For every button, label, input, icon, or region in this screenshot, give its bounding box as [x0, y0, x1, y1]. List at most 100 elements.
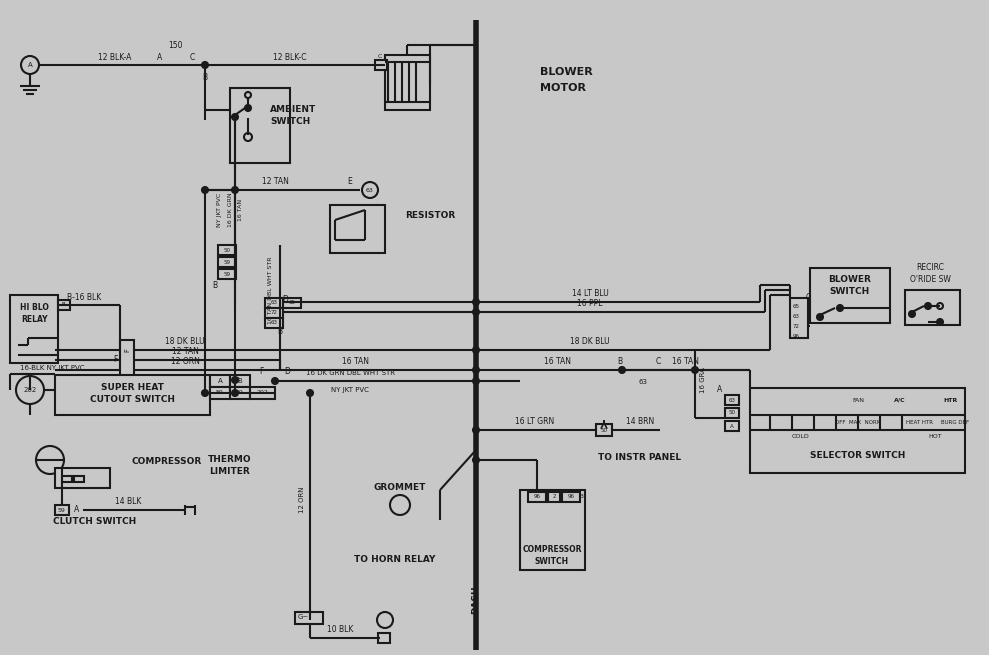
Bar [265, 308, 283, 318]
Text: D: D [284, 367, 290, 377]
Circle shape [36, 446, 64, 474]
Text: 50: 50 [729, 411, 736, 415]
Circle shape [937, 319, 943, 325]
Text: E: E [347, 178, 352, 187]
Text: 16 LT GRN: 16 LT GRN [515, 417, 555, 426]
Text: B: B [617, 358, 622, 367]
Text: LIMITER: LIMITER [210, 468, 250, 476]
Text: 16 PPL: 16 PPL [578, 299, 602, 309]
Bar [55, 505, 69, 515]
Bar [790, 298, 808, 338]
Circle shape [909, 311, 915, 317]
Bar [210, 375, 230, 387]
Text: 2: 2 [552, 495, 556, 500]
Text: AMBIENT: AMBIENT [270, 105, 316, 115]
Text: A: A [730, 424, 734, 428]
Text: SELECTOR SWITCH: SELECTOR SWITCH [810, 451, 906, 460]
Text: COMPRESSOR: COMPRESSOR [132, 457, 202, 466]
Circle shape [390, 495, 410, 515]
Circle shape [692, 367, 698, 373]
Bar [74, 476, 84, 482]
Text: 14 BRN: 14 BRN [626, 417, 654, 426]
Text: 96: 96 [792, 333, 799, 339]
Text: NY JKT PVC: NY JKT PVC [331, 387, 369, 393]
Circle shape [377, 612, 393, 628]
Circle shape [202, 62, 208, 68]
Text: G~: G~ [298, 614, 309, 620]
Text: SUPER HEAT: SUPER HEAT [101, 383, 163, 392]
Text: BLOWER: BLOWER [540, 67, 592, 77]
Text: HEAT HTR: HEAT HTR [907, 419, 934, 424]
Text: A: A [218, 378, 223, 384]
Text: B: B [278, 328, 283, 337]
Text: 96: 96 [533, 495, 541, 500]
Text: RESISTOR: RESISTOR [405, 210, 455, 219]
Text: 16 DK GRN: 16 DK GRN [227, 193, 232, 227]
Text: SWITCH: SWITCH [830, 288, 870, 297]
Bar [378, 633, 390, 643]
Text: A: A [717, 386, 723, 394]
Text: 63: 63 [231, 377, 240, 383]
Circle shape [202, 390, 208, 396]
Text: TO INSTR PANEL: TO INSTR PANEL [598, 453, 681, 462]
Bar [10, 295, 58, 363]
Text: 63: 63 [639, 379, 648, 385]
Text: RELAY: RELAY [21, 316, 47, 324]
Text: BURG DEF: BURG DEF [941, 419, 969, 424]
Circle shape [202, 187, 208, 193]
Text: HOT: HOT [929, 434, 942, 440]
Circle shape [473, 347, 479, 353]
Text: 14 LT BLU: 14 LT BLU [572, 290, 608, 299]
Bar [120, 340, 134, 380]
Text: 16 TAN: 16 TAN [341, 358, 369, 367]
Text: C: C [805, 293, 811, 303]
Text: SWITCH: SWITCH [270, 117, 311, 126]
Text: 16 TAN: 16 TAN [545, 358, 572, 367]
Circle shape [362, 182, 378, 198]
Text: THERMO: THERMO [209, 455, 252, 464]
Circle shape [232, 187, 238, 193]
Bar [725, 421, 739, 431]
Text: HTR: HTR [943, 398, 957, 403]
Circle shape [232, 114, 238, 120]
Text: CUTOUT SWITCH: CUTOUT SWITCH [89, 396, 174, 405]
Text: 14 BLK: 14 BLK [115, 498, 141, 506]
Circle shape [817, 314, 823, 320]
Bar [265, 318, 283, 328]
Text: 59: 59 [236, 390, 244, 396]
Bar [562, 492, 580, 502]
Text: B-16 BLK: B-16 BLK [67, 293, 101, 301]
Bar [265, 298, 283, 308]
Bar [210, 387, 230, 399]
Text: 16 TAN: 16 TAN [237, 199, 242, 221]
Text: 59: 59 [58, 508, 66, 512]
Circle shape [245, 92, 251, 98]
Text: COLD: COLD [791, 434, 809, 440]
Text: 18 DK BLU: 18 DK BLU [571, 337, 610, 346]
Text: 16 TAN: 16 TAN [672, 358, 698, 367]
Text: 72: 72 [792, 324, 799, 329]
Circle shape [232, 390, 238, 396]
Text: C: C [656, 358, 661, 367]
Text: 12 TAN: 12 TAN [261, 178, 289, 187]
Bar [905, 290, 960, 325]
Text: 16 TAN DBL WHT STR: 16 TAN DBL WHT STR [267, 256, 273, 324]
Text: 59: 59 [224, 259, 230, 265]
Bar [230, 88, 290, 163]
Bar [520, 490, 585, 570]
Text: 63: 63 [271, 320, 278, 326]
Text: B: B [213, 280, 218, 290]
Bar [725, 395, 739, 405]
Text: A: A [157, 52, 162, 62]
Text: D: D [282, 295, 288, 305]
Text: 3: 3 [580, 495, 584, 500]
Circle shape [21, 56, 39, 74]
Text: 50: 50 [600, 428, 607, 432]
Text: B: B [237, 378, 242, 384]
Text: A: A [74, 506, 80, 514]
Text: 63: 63 [271, 301, 278, 305]
Bar [330, 205, 385, 253]
Bar [230, 387, 250, 399]
Bar [385, 55, 430, 110]
Bar [548, 492, 560, 502]
